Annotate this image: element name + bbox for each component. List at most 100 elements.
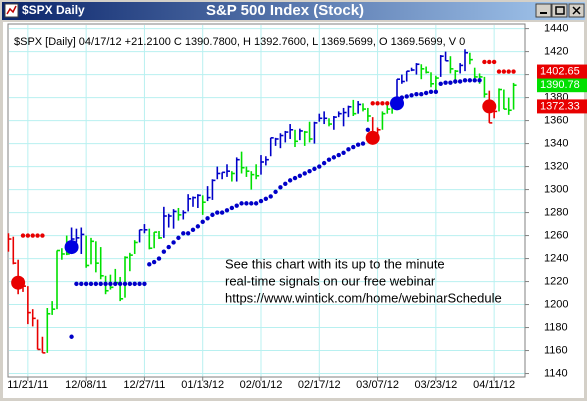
stop-dot — [336, 152, 341, 158]
maximize-glyph — [555, 6, 565, 15]
stop-dot — [205, 216, 210, 221]
stop-dot — [404, 94, 409, 99]
price-tag-label: 1390.78 — [540, 79, 580, 91]
axes: 1140 1160 1180 1200 1220 1240 1260 1280 1300 1320… — [7, 23, 587, 391]
stop-dot — [409, 93, 414, 98]
stop-dot — [268, 194, 273, 199]
x-tick-label: 03/07/12 — [356, 379, 399, 391]
stop-dot — [283, 181, 288, 187]
chart-header: $SPX [Daily] 04/17/12 +21.2100 C 1390.78… — [14, 36, 465, 48]
stop-dot — [171, 240, 176, 245]
stop-dot — [263, 196, 269, 201]
stop-dot — [482, 59, 487, 65]
y-tick-label: 1260 — [544, 229, 568, 241]
stop-dot — [428, 89, 434, 95]
stop-dot — [69, 334, 74, 339]
close-glyph — [572, 6, 581, 15]
y-tick-label: 1280 — [544, 206, 568, 218]
window-buttons[interactable] — [535, 3, 585, 18]
stop-dot — [224, 208, 230, 213]
signal-marker — [390, 96, 404, 111]
stop-dot — [229, 205, 235, 211]
stop-dot — [195, 224, 201, 229]
stop-dot — [166, 244, 171, 250]
stop-dot — [297, 173, 303, 178]
stop-dot — [273, 189, 278, 195]
stop-dot — [20, 233, 26, 238]
window-title: $SPX Daily — [22, 3, 85, 17]
y-tick-label: 1180 — [544, 321, 568, 333]
stop-dot — [477, 78, 482, 83]
price-tag-label: 1372.33 — [540, 100, 580, 112]
stop-dot — [355, 142, 361, 147]
stop-dot — [419, 91, 424, 97]
stop-dot — [307, 168, 312, 174]
stop-dot — [253, 201, 259, 206]
stop-dot — [312, 166, 317, 172]
price-tag — [537, 99, 587, 114]
x-tick-label: 11/21/11 — [7, 379, 48, 391]
stop-dot — [443, 80, 448, 85]
stop-dot — [448, 80, 453, 85]
y-tick-label: 1140 — [544, 367, 568, 379]
x-tick-label: 02/01/12 — [240, 379, 283, 391]
x-tick-label: 12/08/11 — [65, 379, 107, 391]
stop-dot — [234, 203, 239, 208]
annotation-line: real-time signals on our free webinar — [225, 273, 436, 288]
title-bar — [2, 2, 585, 20]
stop-dot — [370, 101, 375, 106]
stop-dot — [147, 262, 152, 267]
stop-dot — [302, 171, 307, 176]
signal-marker — [64, 240, 79, 255]
stop-dot — [501, 69, 507, 74]
stop-dot — [74, 281, 79, 287]
stop-dot — [35, 233, 40, 238]
stop-dot — [142, 281, 147, 287]
stop-dot — [200, 219, 205, 224]
stop-dot — [385, 101, 390, 106]
window-icon-glyph — [6, 5, 17, 15]
stop-dot — [219, 210, 225, 215]
stop-dot — [453, 79, 458, 84]
signal-marker — [11, 275, 26, 290]
stop-dot — [433, 89, 439, 95]
stop-dot — [351, 144, 356, 150]
stop-dot — [40, 233, 45, 238]
stop-dot — [244, 201, 249, 206]
stop-dot — [341, 150, 346, 155]
stop-dot — [113, 281, 118, 287]
y-tick-label: 1440 — [544, 23, 568, 35]
stop-dot — [137, 281, 142, 287]
price-tag-label: 1402.65 — [540, 65, 580, 77]
annotation-line: See this chart with its up to the minute — [225, 256, 445, 271]
stop-dot — [181, 231, 186, 236]
stop-dot — [365, 127, 371, 132]
stop-dot — [103, 281, 108, 287]
y-tick-label: 1360 — [544, 114, 568, 126]
stop-dot — [346, 147, 351, 152]
x-tick-label: 12/27/11 — [123, 379, 165, 391]
stop-dot — [83, 281, 89, 287]
stop-dot — [161, 249, 167, 254]
stop-dot — [375, 101, 380, 106]
y-tick-label: 1320 — [544, 160, 568, 172]
stop-dot — [127, 281, 133, 287]
stop-dot — [278, 185, 283, 190]
stop-dot — [491, 59, 497, 65]
y-tick-label: 1420 — [544, 46, 568, 58]
y-tick-label: 1240 — [544, 252, 568, 264]
y-tick-label: 1300 — [544, 183, 568, 195]
stop-dot — [467, 78, 473, 83]
stop-dot — [239, 201, 244, 206]
stop-dot — [438, 81, 443, 86]
stop-dot — [185, 231, 191, 236]
minimize-button[interactable] — [535, 3, 552, 18]
x-tick-label: 03/23/12 — [414, 379, 457, 391]
stop-dot — [25, 233, 31, 238]
plot-frame — [7, 23, 526, 378]
y-tick-label: 1340 — [544, 137, 568, 149]
stop-dot — [30, 233, 35, 238]
grid — [9, 25, 525, 377]
